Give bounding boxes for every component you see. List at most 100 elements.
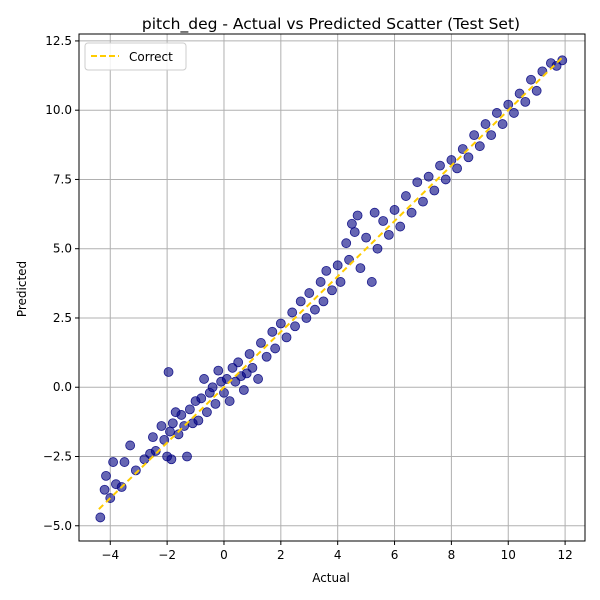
legend-box: [84, 42, 187, 71]
scatter-point: [287, 307, 298, 318]
scatter-point: [440, 174, 451, 185]
scatter-point: [486, 130, 497, 141]
scatter-point: [247, 362, 258, 373]
scatter-point: [346, 218, 357, 229]
x-tick-label: 8: [448, 548, 456, 562]
x-tick-label: 10: [501, 548, 516, 562]
scatter-point: [233, 357, 244, 368]
scatter-point: [256, 338, 266, 348]
scatter-point: [321, 265, 332, 276]
x-tick-label: 12: [557, 548, 572, 562]
x-tick-label: −4: [101, 548, 119, 562]
scatter-point: [480, 119, 491, 129]
scatter-point: [101, 470, 111, 481]
scatter-point: [238, 385, 249, 395]
scatter-point: [349, 227, 360, 237]
y-tick-label: 10.0: [45, 103, 72, 117]
scatter-point: [290, 321, 300, 332]
scatter-point: [301, 313, 312, 323]
correct-line: [98, 56, 563, 510]
scatter-point: [318, 296, 329, 307]
scatter-point: [520, 96, 531, 107]
y-tick-label: 7.5: [53, 172, 72, 186]
scatter-point: [163, 367, 174, 377]
scatter-point: [452, 163, 462, 174]
scatter-point: [210, 398, 221, 409]
scatter-point: [463, 152, 474, 163]
scatter-point: [119, 457, 130, 467]
grid: [79, 34, 585, 541]
y-tick-label: −2.5: [43, 450, 72, 464]
y-tick-label: −5.0: [43, 519, 72, 533]
scatter-point: [196, 393, 207, 404]
scatter-point: [327, 285, 337, 296]
scatter-point: [295, 296, 306, 307]
scatter-point: [95, 512, 106, 523]
scatter-point: [182, 451, 192, 462]
scatter-point: [332, 260, 343, 271]
scatter-point: [166, 454, 177, 465]
scatter-point: [423, 171, 434, 182]
scatter-point: [395, 221, 406, 232]
scatter-point: [184, 404, 195, 415]
y-axis-ticks: −5.0 −2.5 0.0 2.5 5.0 7.5 10.0 12.5: [43, 34, 79, 533]
x-tick-label: 4: [334, 548, 342, 562]
scatter-point: [148, 432, 158, 443]
scatter-point: [244, 349, 255, 359]
legend-label: Correct: [129, 50, 173, 64]
x-axis-ticks: −4 −2 0 2 4 6 8 10 12: [101, 541, 573, 562]
scatter-point: [167, 418, 178, 429]
scatter-points: [95, 55, 568, 523]
scatter-point: [369, 207, 380, 218]
scatter-point: [267, 326, 278, 337]
scatter-point: [389, 205, 400, 215]
scatter-point: [270, 343, 281, 354]
x-tick-label: 0: [220, 548, 228, 562]
scatter-point: [406, 207, 417, 218]
x-tick-label: 2: [277, 548, 285, 562]
scatter-point: [526, 74, 536, 85]
scatter-point: [310, 304, 320, 315]
scatter-point: [361, 232, 372, 243]
legend: Correct: [84, 42, 187, 71]
scatter-point: [435, 160, 445, 171]
correct-line-group: [98, 56, 563, 510]
scatter-point: [108, 457, 119, 467]
chart-title: pitch_deg - Actual vs Predicted Scatter …: [142, 15, 520, 34]
scatter-point: [366, 277, 377, 287]
scatter-point: [224, 396, 235, 406]
scatter-point: [213, 365, 224, 376]
scatter-point: [429, 185, 440, 196]
scatter-point: [261, 351, 272, 362]
scatter-point: [99, 484, 110, 495]
scatter-point: [372, 243, 383, 254]
scatter-point: [130, 465, 141, 476]
scatter-point: [469, 130, 480, 141]
y-tick-label: 12.5: [45, 34, 72, 48]
scatter-point: [150, 446, 161, 456]
scatter-point: [281, 332, 292, 343]
scatter-point: [557, 55, 568, 66]
x-axis-label: Actual: [312, 571, 350, 585]
y-tick-label: 2.5: [53, 311, 72, 325]
scatter-point: [355, 263, 366, 274]
scatter-point: [193, 415, 204, 426]
scatter-point: [401, 191, 411, 201]
scatter-point: [378, 216, 389, 226]
scatter-point: [491, 108, 502, 118]
scatter-point: [165, 426, 175, 437]
scatter-point: [207, 382, 218, 393]
scatter-point: [383, 229, 394, 240]
scatter-point: [304, 288, 315, 298]
scatter-point: [275, 318, 286, 329]
scatter-point: [412, 177, 423, 188]
scatter-point: [156, 421, 167, 431]
scatter-point: [497, 119, 508, 129]
scatter-point: [173, 429, 184, 440]
scatter-point: [446, 155, 457, 165]
scatter-point: [335, 277, 346, 287]
scatter-point: [315, 277, 326, 287]
y-tick-label: 0.0: [53, 380, 72, 394]
scatter-point: [352, 210, 363, 221]
